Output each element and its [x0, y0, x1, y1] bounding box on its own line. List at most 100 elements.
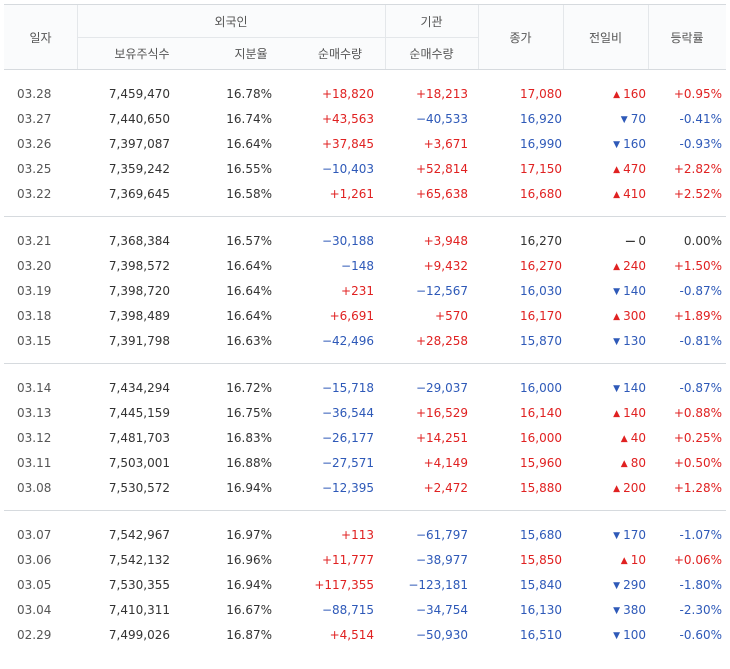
table-row[interactable]: 03.04 7,410,311 16.67% −88,715 −34,754 16,130… — [4, 598, 726, 623]
ratio-cell: 16.96% — [226, 553, 272, 567]
foreign-net-cell: +117,355 — [314, 578, 374, 592]
table-row[interactable]: 03.20 7,398,572 16.64% −148 +9,432 16,270 ▲ 240… — [4, 254, 726, 279]
header-institution-net[interactable]: 순매수량 — [409, 46, 454, 61]
foreign-net-cell: +231 — [341, 284, 374, 298]
header-date[interactable]: 일자 — [29, 30, 52, 45]
close-price-cell: 16,170 — [520, 309, 562, 323]
close-price-cell: 15,960 — [520, 456, 562, 470]
triangle-up-icon: ▲ — [613, 190, 621, 200]
institution-net-cell: +2,472 — [423, 481, 468, 495]
diff-value: 0 — [638, 234, 646, 248]
header-holdings[interactable]: 보유주식수 — [114, 46, 170, 61]
triangle-down-icon: ▼ — [613, 287, 621, 297]
date-cell: 03.05 — [17, 578, 52, 592]
change-rate-cell: +0.06% — [673, 553, 722, 567]
header-diff[interactable]: 전일비 — [588, 30, 623, 45]
holdings-cell: 7,542,967 — [108, 528, 170, 542]
diff-value: 140 — [623, 381, 646, 395]
change-rate-cell: +2.52% — [673, 187, 722, 201]
table-row[interactable]: 03.12 7,481,703 16.83% −26,177 +14,251 16,000… — [4, 426, 726, 451]
table-row[interactable]: 03.22 7,369,645 16.58% +1,261 +65,638 16,680 ▲… — [4, 182, 726, 207]
institution-net-cell: −61,797 — [415, 528, 468, 542]
diff-cell: ▲ 410 — [570, 182, 646, 207]
table-row[interactable]: 03.28 7,459,470 16.78% +18,820 +18,213 17,080… — [4, 82, 726, 107]
dash-icon: — — [625, 236, 636, 247]
table-row[interactable]: 03.27 7,440,650 16.74% +43,563 −40,533 16,920… — [4, 107, 726, 132]
holdings-cell: 7,440,650 — [108, 112, 170, 126]
table-row[interactable]: 03.19 7,398,720 16.64% +231 −12,567 16,030 ▼ 14… — [4, 279, 726, 304]
institution-net-cell: +16,529 — [415, 406, 468, 420]
diff-value: 200 — [623, 481, 646, 495]
foreign-net-cell: −26,177 — [321, 431, 374, 445]
date-cell: 02.29 — [17, 628, 52, 642]
date-cell: 03.20 — [17, 259, 52, 273]
table-row[interactable]: 03.21 7,368,384 16.57% −30,188 +3,948 16,270 —… — [4, 229, 726, 254]
close-price-cell: 16,030 — [520, 284, 562, 298]
table-row[interactable]: 03.18 7,398,489 16.64% +6,691 +570 16,170 ▲ 300… — [4, 304, 726, 329]
close-price-cell: 15,840 — [520, 578, 562, 592]
institution-net-cell: −29,037 — [415, 381, 468, 395]
header-close[interactable]: 종가 — [509, 30, 532, 45]
row-group: 03.07 7,542,967 16.97% +113 −61,797 15,680 ▼ 17… — [4, 511, 726, 657]
triangle-up-icon: ▲ — [620, 556, 628, 566]
institution-net-cell: −38,977 — [415, 553, 468, 567]
ratio-cell: 16.74% — [226, 112, 272, 126]
ratio-cell: 16.58% — [226, 187, 272, 201]
triangle-up-icon: ▲ — [613, 165, 621, 175]
table-row[interactable]: 03.26 7,397,087 16.64% +37,845 +3,671 16,990 ▼… — [4, 132, 726, 157]
table-row[interactable]: 03.14 7,434,294 16.72% −15,718 −29,037 16,000… — [4, 376, 726, 401]
diff-cell: ▼ 140 — [570, 376, 646, 401]
change-rate-cell: +1.50% — [673, 259, 722, 273]
table-row[interactable]: 02.29 7,499,026 16.87% +4,514 −50,930 16,510 ▼… — [4, 623, 726, 648]
diff-cell: ▲ 80 — [570, 451, 646, 476]
close-price-cell: 15,680 — [520, 528, 562, 542]
foreign-net-cell: +6,691 — [329, 309, 374, 323]
table-row[interactable]: 03.08 7,530,572 16.94% −12,395 +2,472 15,880 ▲… — [4, 476, 726, 501]
change-rate-cell: +0.88% — [673, 406, 722, 420]
institution-net-cell: +65,638 — [415, 187, 468, 201]
holdings-cell: 7,397,087 — [108, 137, 170, 151]
close-price-cell: 15,850 — [520, 553, 562, 567]
table-row[interactable]: 03.15 7,391,798 16.63% −42,496 +28,258 15,870… — [4, 329, 726, 354]
institution-net-cell: +3,671 — [423, 137, 468, 151]
institution-net-cell: +570 — [435, 309, 468, 323]
ratio-cell: 16.94% — [226, 578, 272, 592]
diff-cell: ▲ 140 — [570, 401, 646, 426]
holdings-cell: 7,359,242 — [108, 162, 170, 176]
ratio-cell: 16.78% — [226, 87, 272, 101]
header-foreign-net[interactable]: 순매수량 — [317, 46, 363, 61]
diff-value: 300 — [623, 309, 646, 323]
table-row[interactable]: 03.05 7,530,355 16.94% +117,355 −123,181 15,8… — [4, 573, 726, 598]
header-ratio[interactable]: 지분율 — [234, 46, 268, 61]
header-rate[interactable]: 등락률 — [670, 30, 704, 45]
table-row[interactable]: 03.25 7,359,242 16.55% −10,403 +52,814 17,150… — [4, 157, 726, 182]
change-rate-cell: +1.28% — [673, 481, 722, 495]
change-rate-cell: +0.25% — [673, 431, 722, 445]
diff-value: 140 — [623, 406, 646, 420]
table-row[interactable]: 03.13 7,445,159 16.75% −36,544 +16,529 16,140… — [4, 401, 726, 426]
close-price-cell: 17,080 — [520, 87, 562, 101]
date-cell: 03.14 — [17, 381, 52, 395]
holdings-cell: 7,369,645 — [108, 187, 170, 201]
foreign-net-cell: −12,395 — [321, 481, 374, 495]
change-rate-cell: -0.87% — [679, 381, 722, 395]
ratio-cell: 16.64% — [226, 309, 272, 323]
table-row[interactable]: 03.06 7,542,132 16.96% +11,777 −38,977 15,850… — [4, 548, 726, 573]
change-rate-cell: 0.00% — [683, 234, 722, 248]
ratio-cell: 16.57% — [226, 234, 272, 248]
holdings-cell: 7,398,489 — [108, 309, 170, 323]
table-row[interactable]: 03.11 7,503,001 16.88% −27,571 +4,149 15,960 ▲… — [4, 451, 726, 476]
triangle-up-icon: ▲ — [613, 409, 621, 419]
diff-cell: ▲ 160 — [570, 82, 646, 107]
header-foreign-group: 외국인 — [214, 14, 248, 29]
foreign-net-cell: +113 — [341, 528, 374, 542]
table-row[interactable]: 03.07 7,542,967 16.97% +113 −61,797 15,680 ▼ 17… — [4, 523, 726, 548]
change-rate-cell: -0.87% — [679, 284, 722, 298]
diff-cell: ▲ 40 — [570, 426, 646, 451]
date-cell: 03.13 — [17, 406, 52, 420]
diff-cell: ▼ 170 — [570, 523, 646, 548]
triangle-up-icon: ▲ — [613, 484, 621, 494]
diff-value: 160 — [623, 137, 646, 151]
foreign-net-cell: +4,514 — [329, 628, 374, 642]
